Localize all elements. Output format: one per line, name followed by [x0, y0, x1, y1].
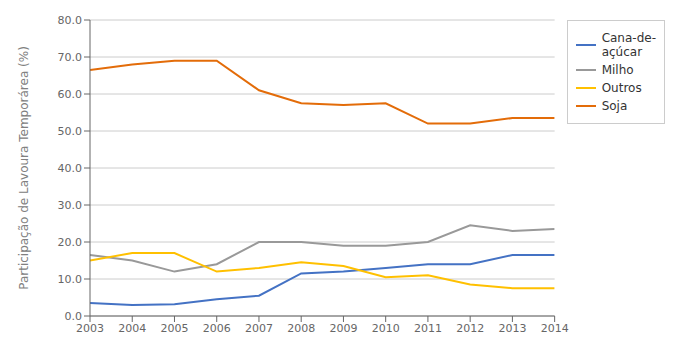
svg-text:2010: 2010 — [372, 322, 400, 335]
svg-text:2011: 2011 — [414, 322, 442, 335]
svg-text:80.0: 80.0 — [58, 14, 83, 27]
svg-text:2008: 2008 — [287, 322, 315, 335]
svg-text:10.0: 10.0 — [58, 273, 83, 286]
svg-text:20.0: 20.0 — [58, 236, 83, 249]
svg-text:2006: 2006 — [203, 322, 231, 335]
html-text:açúcar: açúcar — [601, 45, 643, 59]
svg-text:2009: 2009 — [329, 322, 357, 335]
svg-text:40.0: 40.0 — [58, 162, 83, 175]
html-text:Outros: Outros — [601, 81, 642, 95]
svg-text:2012: 2012 — [456, 322, 484, 335]
svg-text:Participação de Lavoura Tempor: Participação de Lavoura Temporárea (%) — [17, 46, 31, 290]
html-text:Milho: Milho — [601, 63, 634, 77]
svg-text:60.0: 60.0 — [58, 88, 83, 101]
html-text:Soja: Soja — [601, 99, 628, 113]
html-text:Cana-de-: Cana-de- — [601, 31, 656, 45]
svg-text:50.0: 50.0 — [58, 125, 83, 138]
svg-text:70.0: 70.0 — [58, 51, 83, 64]
svg-text:2014: 2014 — [541, 322, 569, 335]
svg-text:0.0: 0.0 — [65, 310, 83, 323]
svg-text:30.0: 30.0 — [58, 199, 83, 212]
svg-text:2007: 2007 — [245, 322, 273, 335]
svg-text:2004: 2004 — [118, 322, 146, 335]
svg-text:2005: 2005 — [160, 322, 188, 335]
svg-text:2013: 2013 — [498, 322, 526, 335]
svg-text:2003: 2003 — [76, 322, 104, 335]
